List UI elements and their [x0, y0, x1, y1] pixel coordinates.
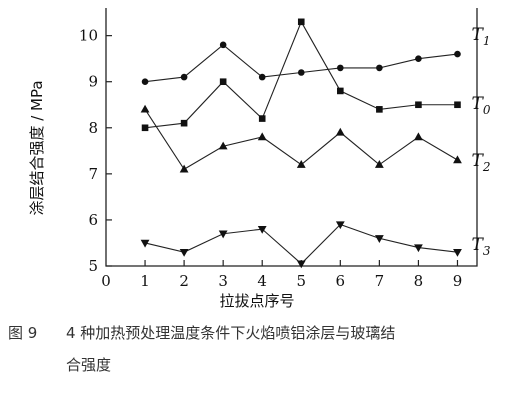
data-point-square	[141, 124, 149, 132]
figure-caption: 图 9 4 种加热预处理温度条件下火焰喷铝涂层与玻璃结 合强度	[8, 322, 523, 392]
x-tick-label: 1	[140, 272, 150, 290]
data-point-triangle-down	[179, 248, 189, 257]
series-lines	[144, 20, 458, 265]
data-point-triangle-down	[374, 235, 384, 243]
data-point-square	[219, 78, 227, 86]
data-point-square	[376, 106, 383, 113]
data-point-triangle-down	[296, 260, 306, 269]
data-point-square	[454, 101, 461, 109]
y-tick-label: 8	[88, 119, 98, 137]
series-label-T1: T1	[471, 25, 490, 48]
data-point-circle	[415, 55, 422, 62]
series-line-T3	[144, 223, 458, 265]
data-point-triangle-up	[453, 155, 462, 164]
data-point-circle	[297, 69, 305, 76]
data-point-circle	[376, 64, 383, 72]
caption-line-2: 合强度	[66, 356, 112, 374]
data-point-circle	[258, 73, 266, 81]
x-tick-label: 4	[257, 272, 267, 290]
y-tick-label: 9	[88, 73, 98, 91]
data-point-triangle-up	[140, 104, 150, 113]
y-tick-label: 7	[88, 165, 98, 183]
data-point-square	[180, 119, 188, 127]
data-point-triangle-up	[414, 132, 423, 141]
data-point-triangle-up	[296, 160, 306, 168]
data-point-triangle-up	[374, 160, 384, 168]
y-tick-label: 10	[79, 27, 98, 45]
series-markers	[140, 18, 462, 269]
x-tick-label: 9	[453, 272, 463, 290]
series-line-T1	[144, 44, 458, 83]
data-point-triangle-down	[453, 248, 462, 257]
caption-line-1: 4 种加热预处理温度条件下火焰喷铝涂层与玻璃结	[66, 324, 396, 342]
data-point-square	[337, 87, 344, 95]
series-labels: T1 T0 T2 T3	[471, 25, 490, 258]
data-point-circle	[337, 64, 344, 72]
data-point-triangle-down	[140, 239, 150, 248]
data-point-triangle-up	[257, 132, 267, 141]
series-label-T3: T3	[471, 235, 490, 258]
y-tick-label: 5	[88, 257, 98, 275]
x-axis-title: 拉拔点序号	[219, 292, 294, 310]
x-tick-label: 3	[218, 272, 228, 290]
data-point-circle	[219, 41, 227, 49]
data-point-triangle-up	[179, 164, 189, 173]
data-point-square	[258, 115, 266, 122]
y-axis-title: 涂层结合强度 / MPa	[28, 80, 46, 215]
x-tick-label: 7	[375, 272, 385, 290]
plot-frame	[105, 8, 478, 267]
y-tick-label: 6	[88, 211, 98, 229]
data-point-triangle-up	[335, 127, 345, 136]
x-tick-label: 0	[101, 272, 111, 290]
data-point-circle	[141, 78, 149, 86]
data-point-circle	[454, 50, 461, 58]
x-tick-label: 5	[296, 272, 306, 290]
data-point-triangle-down	[335, 221, 345, 230]
data-point-square	[297, 18, 305, 26]
data-point-triangle-down	[257, 225, 267, 234]
x-tick-label: 8	[414, 272, 424, 290]
series-label-T2: T2	[471, 151, 490, 174]
data-point-triangle-down	[414, 244, 423, 253]
figure-number: 图 9	[8, 324, 38, 342]
data-point-triangle-up	[218, 141, 228, 150]
data-point-triangle-down	[218, 230, 228, 239]
x-tick-label: 2	[179, 272, 189, 290]
x-tick-label: 6	[336, 272, 346, 290]
data-point-circle	[180, 73, 188, 81]
series-label-T0: T0	[471, 94, 490, 117]
data-point-square	[415, 101, 422, 109]
axes: 0 1 2 3 4 5 6 7 8 9 5 6 7 8 9 10	[79, 8, 478, 290]
